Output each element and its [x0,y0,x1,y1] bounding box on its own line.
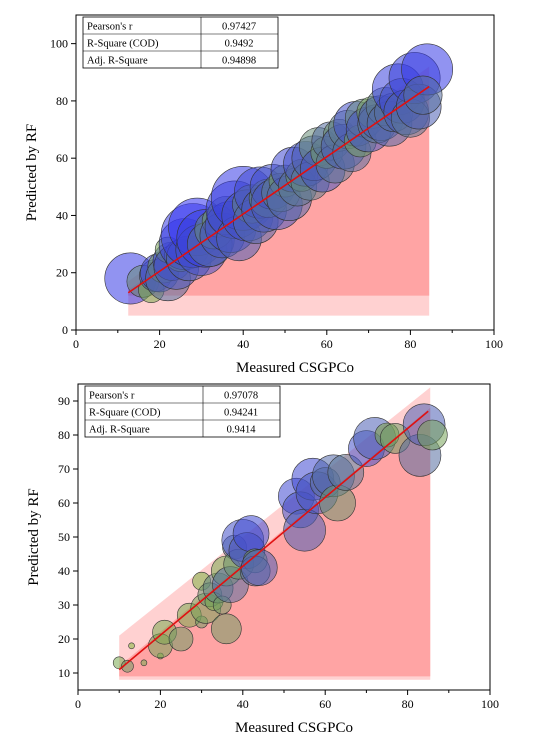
x-tick-label: 100 [485,337,503,351]
stat-label: Adj. R-Square [87,56,148,67]
x-tick-label: 20 [154,697,166,711]
data-point [232,515,270,552]
y-tick-label: 30 [58,598,70,612]
x-tick-label: 60 [321,337,333,351]
data-point [327,454,365,491]
chart-1: 0 20 40 60 80 100 0 20 40 60 80 100 Measured CSGPCo P… [24,14,503,376]
data-point [403,75,443,115]
x-axis-title: Measured CSGPCo [236,360,354,376]
data-point [140,659,148,667]
fit-line [127,85,430,294]
data-point [211,613,242,645]
y-tick-label: 90 [58,394,70,408]
data-point [121,659,134,673]
stat-value: 0.97078 [224,391,258,402]
y-axis-title: Predicted by RF [24,124,40,222]
chart-2: 0 20 40 60 80 100 10 20 30 40 50 60 70 80 90 Measured C… [26,383,499,736]
data-point [319,484,356,522]
stats-table: Pearson's r 0.97427 R-Square (COD) 0.9492 Ad… [82,16,279,69]
y-tick-label: 100 [50,37,68,51]
y-tick-label: 50 [58,530,70,544]
x-tick-label: 0 [73,337,79,351]
y-tick-label: 20 [56,266,68,280]
y-tick-label: 60 [56,151,68,165]
x-tick-label: 0 [75,697,81,711]
stat-value: 0.94898 [222,56,256,67]
data-point [168,626,194,652]
stats-table: Pearson's r 0.97078 R-Square (COD) 0.94241 A… [84,385,281,438]
x-tick-label: 60 [319,697,331,711]
data-point [240,549,278,586]
stat-value: 0.94241 [224,408,258,419]
fit-line [118,410,429,671]
y-tick-label: 40 [56,208,68,222]
x-tick-label: 20 [154,337,166,351]
stat-label: Pearson's r [89,391,135,402]
stat-label: Adj. R-Square [89,425,150,436]
x-tick-label: 80 [404,337,416,351]
y-tick-label: 40 [58,564,70,578]
data-point [417,419,448,451]
data-point [128,642,135,650]
y-tick-label: 0 [62,323,68,337]
y-axis-title: Predicted by RF [26,488,42,586]
stat-label: R-Square (COD) [89,408,161,419]
stats-table-frame [84,385,281,438]
y-tick-label: 80 [58,428,70,442]
x-tick-label: 80 [402,697,414,711]
stat-value: 0.9492 [225,39,254,50]
y-tick-label: 10 [58,666,70,680]
y-tick-label: 20 [58,632,70,646]
x-tick-label: 40 [237,337,249,351]
x-tick-label: 40 [237,697,249,711]
y-tick-label: 70 [58,462,70,476]
stat-label: R-Square (COD) [87,39,159,50]
x-tick-label: 100 [481,697,499,711]
x-axis-title: Measured CSGPCo [235,720,353,736]
y-tick-label: 80 [56,94,68,108]
y-tick-label: 60 [58,496,70,510]
stat-value: 0.97427 [222,22,256,33]
stats-table-frame [82,16,279,69]
stat-label: Pearson's r [87,22,133,33]
stat-value: 0.9414 [227,425,257,436]
